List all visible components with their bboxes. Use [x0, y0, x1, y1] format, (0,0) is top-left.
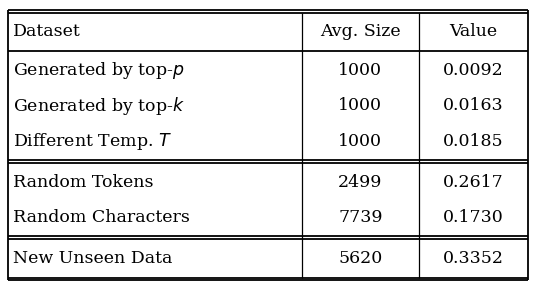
- Text: 0.0092: 0.0092: [443, 62, 504, 79]
- Text: Generated by top-$p$: Generated by top-$p$: [13, 60, 184, 81]
- Text: 1000: 1000: [338, 97, 382, 115]
- Text: 0.0185: 0.0185: [443, 133, 504, 150]
- Text: Different Temp. $T$: Different Temp. $T$: [13, 131, 172, 152]
- Text: Generated by top-$k$: Generated by top-$k$: [13, 95, 185, 117]
- Text: Value: Value: [449, 23, 497, 40]
- Text: 0.2617: 0.2617: [443, 174, 504, 191]
- Text: Dataset: Dataset: [13, 23, 81, 40]
- Text: 0.3352: 0.3352: [443, 250, 504, 267]
- Text: 5620: 5620: [338, 250, 382, 267]
- Text: Random Characters: Random Characters: [13, 209, 190, 226]
- Text: 7739: 7739: [338, 209, 383, 226]
- Text: Random Tokens: Random Tokens: [13, 174, 153, 191]
- Text: 1000: 1000: [338, 62, 382, 79]
- Text: New Unseen Data: New Unseen Data: [13, 250, 173, 267]
- Text: 0.0163: 0.0163: [443, 97, 504, 115]
- Text: 1000: 1000: [338, 133, 382, 150]
- Text: 0.1730: 0.1730: [443, 209, 504, 226]
- Text: 2499: 2499: [338, 174, 383, 191]
- Text: Avg. Size: Avg. Size: [320, 23, 400, 40]
